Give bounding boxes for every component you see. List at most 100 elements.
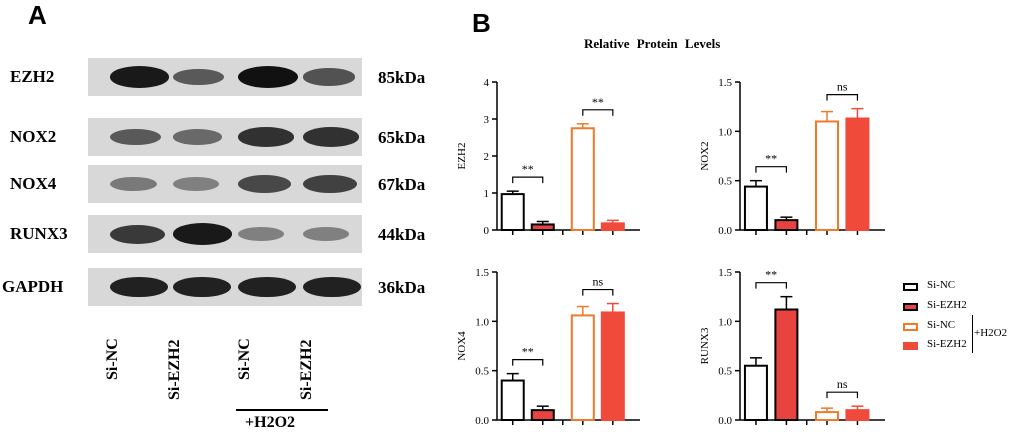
bar xyxy=(815,120,839,231)
blot-band xyxy=(173,68,224,86)
legend-label: Si-EZH2 xyxy=(927,299,967,311)
significance-bracket xyxy=(755,166,787,173)
y-tick-label: 1 xyxy=(484,188,490,200)
legend-group-label: +H2O2 xyxy=(974,327,1008,339)
blot-band xyxy=(173,129,222,145)
chart-title: Relative Protein Levels xyxy=(584,36,721,51)
blot-strip-ezh2 xyxy=(88,58,362,96)
blot-band xyxy=(303,127,359,147)
blot-band xyxy=(238,227,284,241)
significance-label: ns xyxy=(592,275,603,289)
significance-bracket xyxy=(582,109,614,116)
blot-band xyxy=(303,227,349,241)
y-axis-label: NOX2 xyxy=(699,141,711,170)
y-tick-label: 0.0 xyxy=(475,415,489,427)
bar xyxy=(530,409,555,421)
blot-label-nox2: NOX2 xyxy=(10,127,57,146)
significance-label: ns xyxy=(837,377,848,391)
y-tick-label: 4 xyxy=(484,77,490,89)
blot-size-runx3: 44kDa xyxy=(378,225,426,244)
y-axis-label: RUNX3 xyxy=(699,327,711,364)
bar xyxy=(815,411,839,421)
y-tick-label: 1.5 xyxy=(475,267,489,279)
blot-band xyxy=(303,68,355,86)
blot-label-ezh2: EZH2 xyxy=(10,67,55,86)
blot-band xyxy=(238,276,296,298)
y-tick-label: 0.5 xyxy=(718,366,732,378)
legend-swatch xyxy=(903,323,918,331)
bar xyxy=(570,314,595,421)
significance-bracket xyxy=(755,282,787,289)
significance-bracket xyxy=(826,391,859,399)
y-tick-label: 1.0 xyxy=(475,316,489,328)
blot-strip-runx3 xyxy=(88,215,362,253)
blot-band xyxy=(303,276,361,298)
y-axis-label: EZH2 xyxy=(456,143,468,170)
blot-band xyxy=(110,128,161,146)
y-tick-label: 1.0 xyxy=(718,316,732,328)
bar xyxy=(845,117,870,231)
treatment-line xyxy=(236,409,328,411)
y-axis-label: NOX4 xyxy=(456,331,468,361)
blot-label-runx3: RUNX3 xyxy=(10,224,68,243)
blot-size-gapdh: 36kDa xyxy=(378,278,426,297)
blot-size-nox2: 65kDa xyxy=(378,128,426,147)
blot-label-nox4: NOX4 xyxy=(10,174,57,193)
bar xyxy=(500,379,525,421)
bar xyxy=(774,308,799,422)
bar xyxy=(600,311,625,422)
significance-bracket xyxy=(512,176,544,184)
legend-swatch xyxy=(903,303,918,311)
blot-size-ezh2: 85kDa xyxy=(378,68,426,87)
blot-band xyxy=(303,174,357,194)
legend-label: Si-EZH2 xyxy=(927,338,967,350)
blot-band xyxy=(173,223,232,245)
y-tick-label: 3 xyxy=(484,114,490,126)
y-tick-label: 0.0 xyxy=(718,225,732,237)
blot-band xyxy=(110,224,165,244)
y-tick-label: 1.5 xyxy=(718,267,732,279)
blot-strip-nox2 xyxy=(88,118,362,156)
y-tick-label: 0.5 xyxy=(475,366,489,378)
significance-label: ** xyxy=(592,95,604,109)
blot-strip-nox4 xyxy=(88,165,362,203)
bar xyxy=(530,223,555,231)
bar xyxy=(774,219,799,231)
legend-label: Si-NC xyxy=(927,279,956,291)
significance-bracket xyxy=(826,94,859,101)
panel-a-letter: A xyxy=(28,0,47,30)
y-tick-label: 0.0 xyxy=(718,415,732,427)
significance-bracket xyxy=(512,359,544,366)
blot-strip-gapdh xyxy=(88,268,362,306)
bar xyxy=(743,364,768,422)
bar xyxy=(743,185,768,232)
blot-band xyxy=(173,177,219,191)
bar xyxy=(845,409,870,421)
significance-label: ** xyxy=(765,152,777,166)
y-tick-label: 0.5 xyxy=(718,176,732,188)
bar xyxy=(570,127,595,231)
blot-band xyxy=(110,66,169,88)
blot-band xyxy=(110,276,168,298)
y-tick-label: 1.5 xyxy=(718,77,732,89)
blot-band xyxy=(238,175,291,193)
blot-size-nox4: 67kDa xyxy=(378,175,426,194)
bar xyxy=(600,222,625,231)
y-tick-label: 0 xyxy=(484,225,490,237)
y-tick-label: 2 xyxy=(484,151,490,163)
significance-bracket xyxy=(582,288,614,296)
legend-group-bracket xyxy=(972,315,973,353)
blot-band xyxy=(238,127,294,147)
y-tick-label: 1.0 xyxy=(718,126,732,138)
significance-label: ** xyxy=(765,268,777,282)
significance-label: ** xyxy=(522,345,534,359)
panel-b-letter: B xyxy=(472,8,491,38)
legend-label: Si-NC xyxy=(927,319,956,331)
significance-label: ns xyxy=(837,80,848,94)
treatment-label: +H2O2 xyxy=(245,414,296,431)
blot-label-gapdh: GAPDH xyxy=(2,277,64,296)
blot-band xyxy=(173,276,231,298)
legend-swatch xyxy=(903,342,918,350)
blot-band xyxy=(110,176,157,192)
